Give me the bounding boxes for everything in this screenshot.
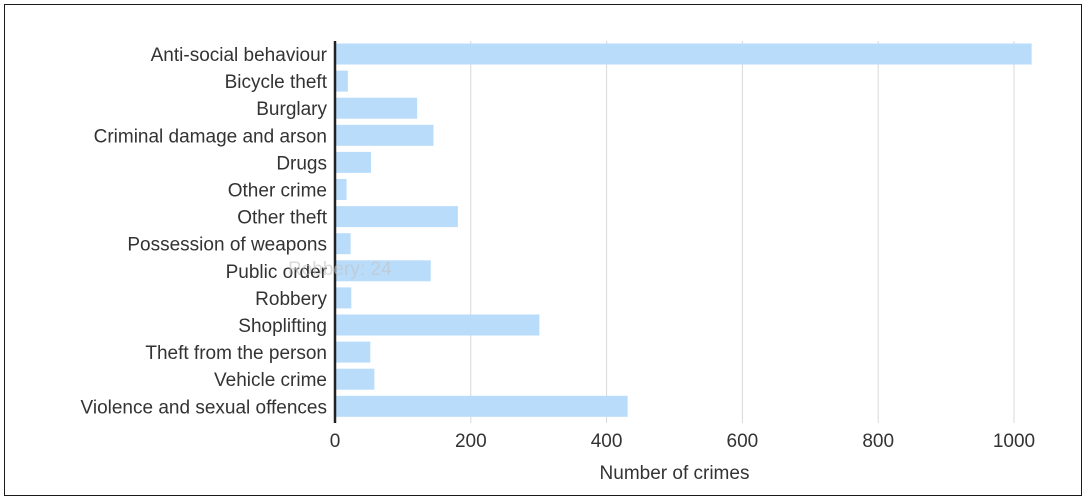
- x-tick-label: 400: [591, 431, 623, 452]
- x-tick-label: 0: [330, 431, 341, 452]
- bar[interactable]: [335, 206, 458, 228]
- bars: [335, 43, 1032, 417]
- category-label: Other theft: [237, 208, 327, 229]
- x-axis-title: Number of crimes: [600, 463, 750, 484]
- bar[interactable]: [335, 395, 628, 417]
- bar[interactable]: [335, 341, 371, 363]
- category-label: Theft from the person: [145, 343, 327, 364]
- bar-chart: Anti-social behaviour Bicycle theft Burgla…: [81, 41, 1035, 484]
- x-tick-label: 600: [727, 431, 759, 452]
- bar[interactable]: [335, 287, 352, 309]
- category-label: Anti-social behaviour: [151, 45, 328, 66]
- bar[interactable]: [335, 233, 351, 255]
- x-tick-label: 200: [455, 431, 487, 452]
- category-label: Criminal damage and arson: [94, 126, 327, 147]
- bar[interactable]: [335, 368, 375, 390]
- bar[interactable]: [335, 70, 348, 92]
- category-label: Burglary: [256, 99, 327, 120]
- category-label: Robbery: [255, 289, 327, 310]
- category-label: Shoplifting: [238, 316, 327, 337]
- category-label: Other crime: [228, 181, 327, 202]
- bar[interactable]: [335, 97, 418, 119]
- bar[interactable]: [335, 260, 431, 282]
- category-label: Drugs: [276, 153, 327, 174]
- x-tick-label: 800: [862, 431, 894, 452]
- category-label: Possession of weapons: [127, 235, 327, 256]
- category-label: Bicycle theft: [225, 72, 328, 93]
- bar[interactable]: [335, 43, 1032, 65]
- bar[interactable]: [335, 151, 371, 173]
- category-label: Vehicle crime: [214, 370, 327, 391]
- bar[interactable]: [335, 124, 434, 146]
- gridlines: [470, 41, 1015, 423]
- chart-frame: Anti-social behaviour Bicycle theft Burgla…: [4, 4, 1082, 496]
- tooltip-ghost-text: Robbery: 24: [288, 259, 392, 280]
- bar[interactable]: [335, 314, 540, 336]
- x-tick-label: 1000: [993, 431, 1035, 452]
- bar[interactable]: [335, 179, 347, 200]
- category-labels: Anti-social behaviour Bicycle theft Burgla…: [81, 45, 328, 418]
- category-label: Violence and sexual offences: [81, 397, 327, 418]
- x-tick-labels: 0 200 400 600 800 1000: [330, 431, 1035, 452]
- category-label: Public order: [226, 262, 328, 283]
